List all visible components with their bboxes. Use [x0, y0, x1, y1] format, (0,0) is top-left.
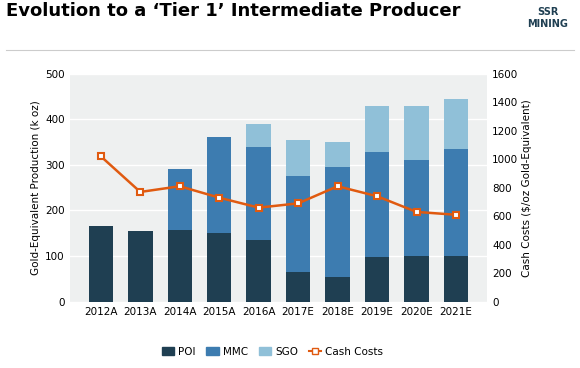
Bar	[89, 226, 113, 302]
Bar	[246, 240, 271, 302]
Cash Costs	[216, 195, 223, 200]
Cash Costs	[334, 184, 341, 188]
Cash Costs	[452, 213, 459, 217]
Line: Cash Costs: Cash Costs	[98, 153, 459, 217]
Bar	[365, 257, 389, 302]
Bar	[246, 146, 271, 240]
Cash Costs	[255, 205, 262, 210]
Bar	[128, 231, 153, 302]
Text: SSR
MINING: SSR MINING	[528, 7, 568, 29]
Bar	[325, 142, 350, 167]
Cash Costs	[176, 184, 183, 188]
Text: Evolution to a ‘Tier 1’ Intermediate Producer: Evolution to a ‘Tier 1’ Intermediate Pro…	[6, 2, 461, 20]
Bar	[286, 272, 310, 302]
Bar	[404, 256, 429, 302]
Bar	[168, 169, 192, 230]
Bar	[286, 140, 310, 176]
Bar	[168, 230, 192, 302]
Cash Costs	[295, 201, 302, 206]
Cash Costs	[374, 194, 380, 198]
Bar	[246, 124, 271, 146]
Bar	[365, 106, 389, 152]
Bar	[404, 106, 429, 160]
Bar	[444, 149, 468, 256]
Cash Costs	[137, 190, 144, 194]
Legend: POI, MMC, SGO, Cash Costs: POI, MMC, SGO, Cash Costs	[158, 343, 387, 361]
Y-axis label: Gold-Equivalent Production (k oz): Gold-Equivalent Production (k oz)	[31, 100, 41, 275]
Bar	[404, 160, 429, 256]
Bar	[365, 152, 389, 257]
Bar	[207, 138, 231, 233]
Bar	[325, 277, 350, 302]
Bar	[207, 233, 231, 302]
Bar	[286, 176, 310, 272]
Cash Costs	[413, 210, 420, 214]
Y-axis label: Cash Costs ($/oz Gold-Equivalent): Cash Costs ($/oz Gold-Equivalent)	[523, 99, 532, 277]
Bar	[325, 167, 350, 277]
Cash Costs	[97, 154, 104, 159]
Bar	[444, 99, 468, 149]
Bar	[444, 256, 468, 302]
